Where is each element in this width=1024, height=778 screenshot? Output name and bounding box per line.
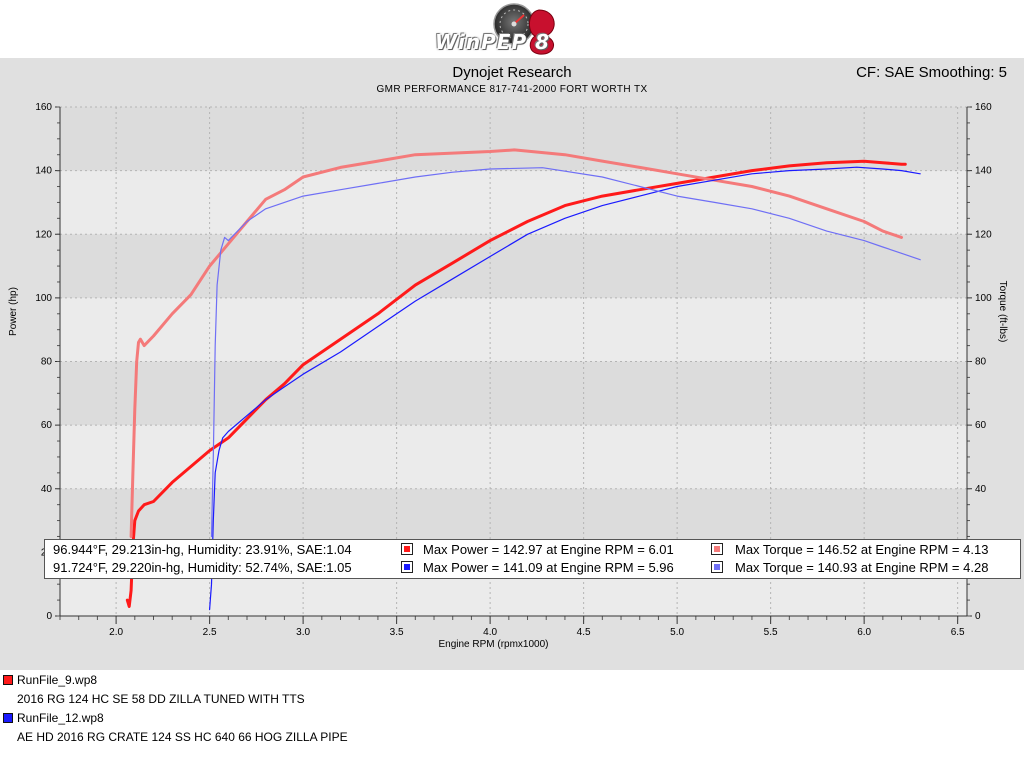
y-tick-label: 120	[35, 229, 52, 240]
y2-axis-label: Torque (ft-lbs)	[997, 281, 1008, 343]
x-tick-label: 3.0	[296, 627, 310, 638]
legend-max-torque: Max Torque = 140.93 at Engine RPM = 4.28	[735, 560, 989, 575]
chart-panel: 0020204040606080801001001201201401401601…	[0, 58, 1024, 670]
grid-band	[60, 361, 967, 426]
run-file-name[interactable]: RunFile_9.wp8	[17, 673, 98, 687]
run-description: AE HD 2016 RG CRATE 124 SS HC 640 66 HOG…	[17, 730, 348, 744]
run-description: 2016 RG 124 HC SE 58 DD ZILLA TUNED WITH…	[17, 692, 305, 706]
y-tick-label: 100	[35, 293, 52, 304]
run-color-swatch	[3, 675, 13, 685]
y2-tick-label: 140	[975, 166, 992, 177]
y-tick-label: 160	[35, 102, 52, 113]
legend-swatch-torque	[711, 561, 723, 573]
run1-torque-line	[129, 148, 903, 538]
legend-conditions: 96.944°F, 29.213in-hg, Humidity: 23.91%,…	[53, 542, 352, 557]
y2-tick-label: 60	[975, 420, 987, 431]
run2-torque-line	[210, 167, 921, 538]
run-file-name[interactable]: RunFile_12.wp8	[17, 711, 104, 725]
x-tick-label: 6.0	[857, 627, 871, 638]
y-axis-label: Power (hp)	[8, 287, 19, 336]
y2-tick-label: 100	[975, 293, 992, 304]
x-tick-label: 2.0	[109, 627, 123, 638]
gauge-icon	[493, 3, 555, 55]
x-tick-label: 5.0	[670, 627, 684, 638]
logo-text: WinPEP 8	[434, 30, 550, 54]
axes	[55, 106, 972, 624]
run-color-swatch	[3, 713, 13, 723]
dyno-chart: 0020204040606080801001001201201401401601…	[8, 102, 1008, 650]
x-tick-label: 4.0	[483, 627, 497, 638]
y-tick-label: 80	[41, 357, 53, 368]
legend-row: 91.724°F, 29.220in-hg, Humidity: 52.74%,…	[45, 558, 1020, 577]
chart-subtitle: GMR PERFORMANCE 817-741-2000 FORT WORTH …	[376, 84, 648, 95]
chart-title: Dynojet Research	[452, 64, 572, 81]
app-banner: WinPEP 8	[0, 0, 1024, 58]
y-tick-label: 140	[35, 166, 52, 177]
legend-box: 96.944°F, 29.213in-hg, Humidity: 23.91%,…	[44, 539, 1021, 579]
y-tick-label: 40	[41, 484, 53, 495]
run2-power-line	[209, 166, 921, 611]
x-tick-label: 3.5	[390, 627, 404, 638]
legend-swatch-torque	[711, 543, 723, 555]
y2-tick-label: 80	[975, 357, 987, 368]
y2-tick-label: 160	[975, 102, 992, 113]
legend-conditions: 91.724°F, 29.220in-hg, Humidity: 52.74%,…	[53, 560, 352, 575]
legend-max-torque: Max Torque = 146.52 at Engine RPM = 4.13	[735, 542, 989, 557]
y2-tick-label: 40	[975, 484, 987, 495]
x-tick-label: 4.5	[577, 627, 591, 638]
series-lines	[125, 148, 921, 611]
x-tick-label: 2.5	[203, 627, 217, 638]
axis-labels: 0020204040606080801001001201201401401601…	[8, 102, 1008, 650]
x-tick-label: 5.5	[764, 627, 778, 638]
y-tick-label: 60	[41, 420, 53, 431]
legend-swatch-power	[401, 543, 413, 555]
legend-max-power: Max Power = 142.97 at Engine RPM = 6.01	[423, 542, 674, 557]
winpep-logo: WinPEP 8	[425, 2, 560, 58]
legend-swatch-power	[401, 561, 413, 573]
y-tick-label: 0	[46, 611, 52, 622]
grid-band	[60, 107, 967, 171]
run1-power-line	[125, 159, 907, 608]
x-tick-label: 6.5	[951, 627, 965, 638]
y2-tick-label: 120	[975, 229, 992, 240]
legend-row: 96.944°F, 29.213in-hg, Humidity: 23.91%,…	[45, 540, 1020, 559]
correction-factor-label: CF: SAE Smoothing: 5	[856, 64, 1007, 81]
legend-max-power: Max Power = 141.09 at Engine RPM = 5.96	[423, 560, 674, 575]
x-axis-label: Engine RPM (rpmx1000)	[438, 639, 548, 650]
grid-lines	[60, 106, 967, 617]
y2-tick-label: 0	[975, 611, 981, 622]
